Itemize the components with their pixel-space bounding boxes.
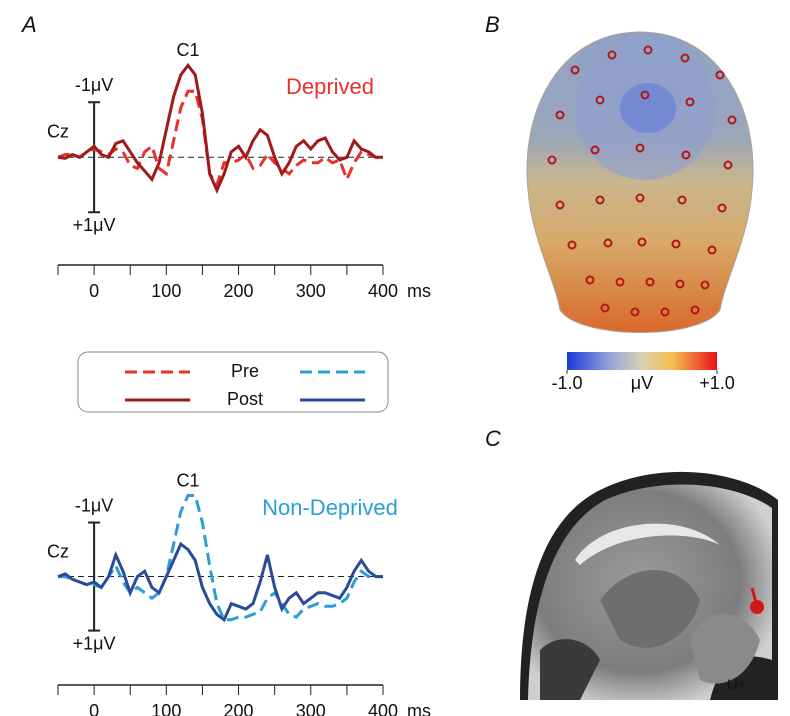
x-tick-label: 100 [151, 701, 181, 716]
y-tick-label: +1μV [73, 633, 116, 653]
colorbar-unit: μV [631, 373, 653, 393]
x-tick-label: 300 [296, 701, 326, 716]
channel-label: Cz [47, 541, 69, 561]
x-tick-label: 100 [151, 281, 181, 301]
chart-title: Deprived [286, 74, 374, 99]
x-axis-label: ms [407, 281, 431, 301]
colorbar-tick-label: -1.0 [551, 373, 582, 393]
colorbar [567, 352, 717, 370]
figure: A B C μV LH -1.0 +1.0 0 100 200 300 400 ms -1μV +… [0, 0, 790, 716]
channel-label: Cz [47, 122, 69, 142]
chart-title: Non-Deprived [262, 495, 398, 520]
x-tick-label: 0 [89, 701, 99, 716]
y-tick-label: +1μV [73, 215, 116, 235]
panel-label: A [20, 12, 37, 37]
mri-image [520, 472, 778, 700]
panel-label: C [485, 426, 501, 451]
legend-label: Pre [231, 361, 259, 381]
source-dot [750, 600, 764, 614]
x-tick-label: 300 [296, 281, 326, 301]
annotation: C1 [176, 470, 199, 490]
annotation: C1 [176, 40, 199, 60]
x-tick-label: 400 [368, 281, 398, 301]
legend-label: Post [227, 389, 263, 409]
hemisphere-label: LH [727, 676, 744, 691]
x-tick-label: 200 [224, 701, 254, 716]
x-tick-label: 0 [89, 281, 99, 301]
x-tick-label: 400 [368, 701, 398, 716]
panel-label: B [485, 12, 500, 37]
x-axis-label: ms [407, 701, 431, 716]
y-tick-label: -1μV [75, 75, 113, 95]
series-line [58, 91, 383, 185]
scalp-map [527, 32, 753, 333]
colorbar-tick-label: +1.0 [699, 373, 735, 393]
x-tick-label: 200 [224, 281, 254, 301]
y-tick-label: -1μV [75, 495, 113, 515]
